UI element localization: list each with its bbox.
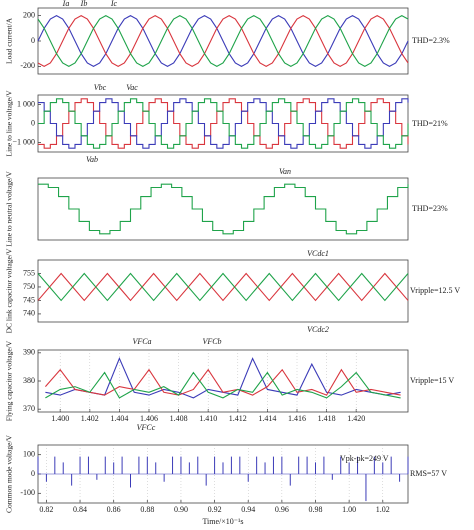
x-tick-label: 1.408 <box>170 414 188 423</box>
x-tick-label: 0.94 <box>241 505 255 514</box>
x-tick-label: 0.86 <box>107 505 121 514</box>
series-label: VFCc <box>137 423 156 432</box>
series-line <box>37 14 409 68</box>
y-tick-label: 0 <box>31 469 35 478</box>
annotation: THD=2.3% <box>412 36 450 45</box>
x-tick-label: 1.400 <box>51 414 69 423</box>
series-label: Ic <box>110 0 118 8</box>
y-tick-label: 745 <box>23 295 35 304</box>
x-tick-label: 1.420 <box>347 414 365 423</box>
series-label: Vbc <box>94 83 107 92</box>
series-label: VFCb <box>202 337 221 346</box>
x-tick-label: 1.414 <box>258 414 276 423</box>
y-tick-label: 1 000 <box>17 99 35 108</box>
series-label: Ib <box>80 0 88 8</box>
x-tick-label: 1.406 <box>140 414 158 423</box>
x-tick-label: 1.410 <box>199 414 217 423</box>
y-tick-label: 750 <box>23 282 35 291</box>
y-tick-label: 380 <box>23 376 35 385</box>
x-tick-label: 1.412 <box>229 414 247 423</box>
annotation: RMS=57 V <box>410 469 447 478</box>
y-tick-label: 100 <box>23 449 35 458</box>
series-label: VCdc1 <box>307 249 329 258</box>
x-tick-label: 0.88 <box>140 505 154 514</box>
series-line <box>38 98 409 149</box>
y-tick-label: 755 <box>23 268 35 277</box>
x-tick-label: 1.02 <box>376 505 390 514</box>
annotation: THD=21% <box>412 119 448 128</box>
y-axis-label: Flying capacitor voltage/V <box>5 340 14 421</box>
y-tick-label: 0 <box>31 36 35 45</box>
annotation: THD=23% <box>412 204 448 213</box>
series-line <box>37 272 409 302</box>
x-tick-label: 0.92 <box>208 505 222 514</box>
x-tick-label: 0.84 <box>73 505 87 514</box>
x-tick-label: 1.418 <box>318 414 336 423</box>
plot-frame <box>37 349 409 413</box>
x-tick-label: 1.404 <box>110 414 128 423</box>
series-label: VFCa <box>132 337 151 346</box>
y-axis-label: Load current/A <box>5 17 14 64</box>
annotation: Vripple=12.5 V <box>410 286 460 295</box>
y-axis-label: Line to line voltage/V <box>5 90 14 157</box>
series-line <box>37 14 409 68</box>
y-tick-label: -100 <box>20 488 35 497</box>
x-tick-label: 0.98 <box>309 505 323 514</box>
annotation: Vpk-pk=249 V <box>340 454 389 463</box>
y-tick-label: 0 <box>31 118 35 127</box>
series-line <box>37 272 409 302</box>
x-tick-label: 0.96 <box>275 505 289 514</box>
x-tick-label: 0.90 <box>174 505 188 514</box>
y-axis-label: Common mode voltage/V <box>5 434 14 512</box>
series-label: Van <box>279 167 291 176</box>
series-line <box>37 14 409 68</box>
y-tick-label: -200 <box>20 61 35 70</box>
y-tick-label: 390 <box>23 348 35 357</box>
series-line <box>45 371 401 399</box>
y-axis-label: Line to neutral voltage/V <box>5 171 14 247</box>
series-label: VCdc2 <box>307 325 329 334</box>
x-tick-label: 1.416 <box>288 414 306 423</box>
series-label: Ia <box>62 0 70 8</box>
series-label: Vac <box>126 83 138 92</box>
x-tick-label: 1.00 <box>342 505 356 514</box>
series-line <box>38 98 409 149</box>
series-line <box>38 183 409 235</box>
series-line <box>44 368 401 396</box>
y-tick-label: −1 000 <box>12 137 35 146</box>
plot-frame <box>37 259 409 323</box>
series-label: Vab <box>86 155 98 164</box>
y-tick-label: 370 <box>23 404 35 413</box>
series-line <box>38 98 409 149</box>
plot-frame <box>37 177 409 241</box>
y-axis-label: DC link capacitor voltage/V <box>5 248 14 333</box>
x-tick-label: 1.402 <box>81 414 99 423</box>
y-tick-label: 740 <box>23 309 35 318</box>
x-tick-label: 0.82 <box>39 505 53 514</box>
annotation: Vripple=15 V <box>410 376 454 385</box>
y-tick-label: 200 <box>23 10 35 19</box>
x-axis-label: Time/×10⁻¹s <box>202 517 243 526</box>
